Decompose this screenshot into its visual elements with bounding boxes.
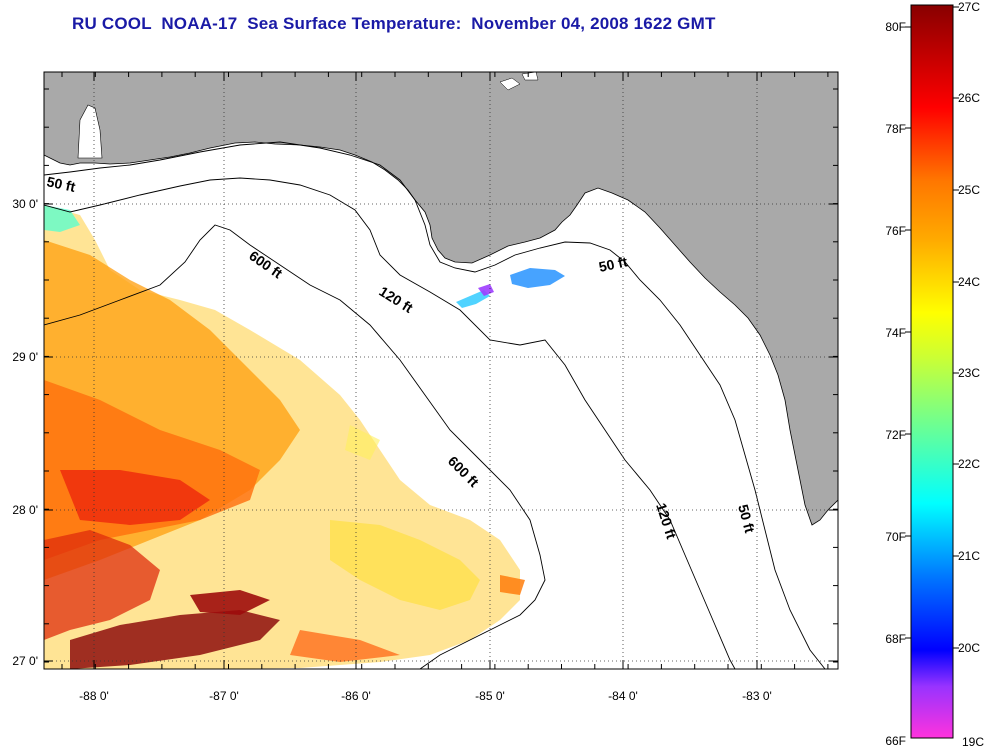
lon-tick-label: -85 0' <box>475 689 505 703</box>
lat-axis: 30 0' 29 0' 28 0' 27 0' <box>12 197 38 668</box>
colorbar-c-label: 23C <box>958 366 980 380</box>
colorbar-f-label: 78F <box>885 122 906 136</box>
colorbar-f-label: 72F <box>885 428 906 442</box>
lon-axis: -88 0' -87 0' -86 0' -85 0' -84 0' -83 0… <box>79 689 772 703</box>
colorbar-c-label: 19C <box>962 735 984 749</box>
sst-data-layer <box>44 205 565 669</box>
map-title: RU COOL NOAA-17 Sea Surface Temperature:… <box>72 14 716 33</box>
lat-tick-label: 29 0' <box>12 350 38 364</box>
depth-contours <box>44 141 826 669</box>
contour-labels: 50 ft 600 ft 120 ft 50 ft 600 ft 120 ft … <box>45 173 758 541</box>
colorbar: 80F 78F 76F 74F 72F 70F 68F 66F 27C 26C … <box>885 0 984 749</box>
lake <box>521 72 539 81</box>
lon-tick-label: -86 0' <box>341 689 371 703</box>
colorbar-f-label: 74F <box>885 326 906 340</box>
lon-tick-label: -84 0' <box>608 689 638 703</box>
colorbar-f-label: 80F <box>885 20 906 34</box>
colorbar-f-label: 68F <box>885 632 906 646</box>
lat-tick-label: 28 0' <box>12 503 38 517</box>
map-frame <box>43 71 839 670</box>
colorbar-celsius-labels: 27C 26C 25C 24C 23C 22C 21C 20C 19C <box>958 0 984 749</box>
colorbar-c-label: 27C <box>958 0 980 14</box>
contour-label-50ft-east: 50 ft <box>597 253 629 275</box>
contour-label-50ft-south: 50 ft <box>735 503 758 535</box>
colorbar-c-label: 25C <box>958 183 980 197</box>
contour-50ft <box>44 141 826 669</box>
colorbar-f-label: 70F <box>885 530 906 544</box>
colorbar-ticks <box>905 6 959 649</box>
lon-tick-label: -83 0' <box>742 689 772 703</box>
colorbar-c-label: 24C <box>958 275 980 289</box>
lake <box>499 77 521 91</box>
lon-tick-label: -87 0' <box>209 689 239 703</box>
lon-tick-label: -88 0' <box>79 689 109 703</box>
contour-120ft <box>44 177 736 669</box>
lat-tick-label: 27 0' <box>12 654 38 668</box>
colorbar-c-label: 20C <box>958 641 980 655</box>
colorbar-c-label: 21C <box>958 549 980 563</box>
bay-inlet <box>77 104 103 159</box>
colorbar-f-label: 66F <box>885 734 906 748</box>
contour-label-50ft-west: 50 ft <box>45 173 77 195</box>
colorbar-c-label: 22C <box>958 457 980 471</box>
axis-ticks <box>44 72 838 669</box>
contour-600ft <box>44 224 546 669</box>
lat-lon-grid <box>44 72 838 669</box>
colorbar-gradient <box>910 4 954 739</box>
land-area <box>44 72 838 526</box>
colorbar-fahrenheit-labels: 80F 78F 76F 74F 72F 70F 68F 66F <box>885 20 906 748</box>
lat-tick-label: 30 0' <box>12 197 38 211</box>
colorbar-f-label: 76F <box>885 224 906 238</box>
colorbar-c-label: 26C <box>958 91 980 105</box>
